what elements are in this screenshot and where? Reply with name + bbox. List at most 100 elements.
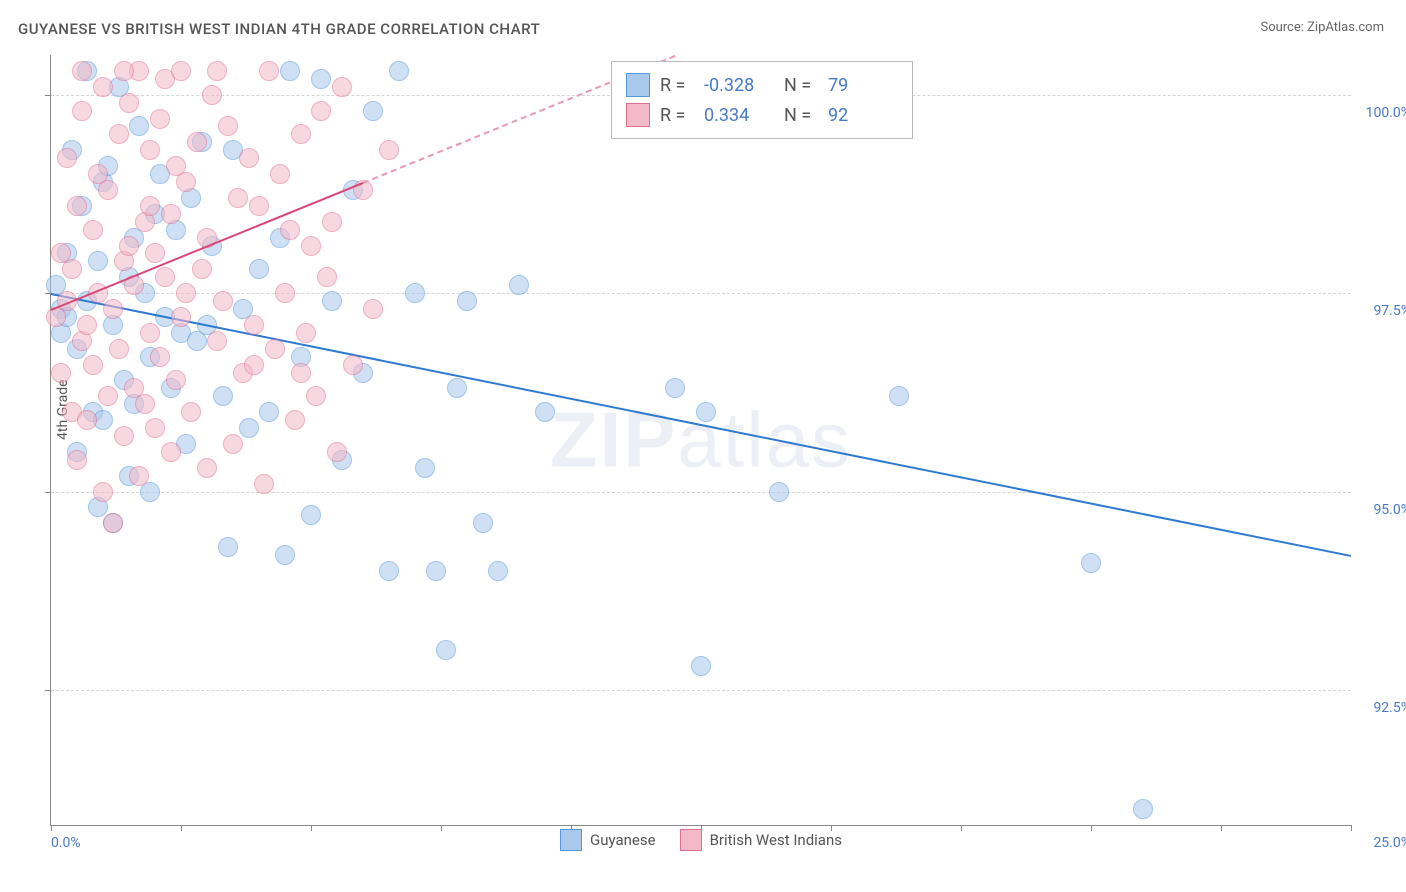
data-point [161,442,181,462]
stats-row: R =-0.328N =79 [626,70,898,100]
data-point [280,61,300,81]
ytick-label: 92.5% [1373,700,1406,716]
data-point [161,204,181,224]
data-point [254,474,274,494]
data-point [171,307,191,327]
data-point [93,482,113,502]
data-point [239,148,259,168]
data-point [363,101,383,121]
series-legend: Guyanese British West Indians [560,829,842,851]
data-point [207,61,227,81]
data-point [447,378,467,398]
data-point [322,291,342,311]
data-point [291,363,311,383]
data-point [426,561,446,581]
data-point [249,196,269,216]
data-point [1081,553,1101,573]
data-point [327,442,347,462]
data-point [145,418,165,438]
xtick [1351,825,1352,831]
gridline [51,492,1351,493]
data-point [296,323,316,343]
data-point [213,386,233,406]
stat-label-r: R = [660,75,694,96]
data-point [301,505,321,525]
ytick-label: 95.0% [1373,502,1406,518]
xtick [311,825,312,831]
data-point [171,61,191,81]
data-point [150,347,170,367]
data-point [135,394,155,414]
data-point [769,482,789,502]
data-point [98,386,118,406]
data-point [379,140,399,160]
ytick-label: 97.5% [1373,303,1406,319]
data-point [389,61,409,81]
data-point [363,299,383,319]
data-point [129,116,149,136]
data-point [457,291,477,311]
data-point [187,132,207,152]
data-point [311,101,331,121]
data-point [275,545,295,565]
stat-value-r: 0.334 [704,105,774,126]
data-point [88,251,108,271]
data-point [72,101,92,121]
data-point [509,275,529,295]
legend-item: British West Indians [680,829,842,851]
data-point [207,331,227,351]
data-point [197,458,217,478]
xtick [51,825,52,831]
data-point [259,61,279,81]
xtick [1221,825,1222,831]
data-point [103,513,123,533]
legend-swatch-icon [680,829,702,851]
data-point [98,180,118,200]
data-point [301,236,321,256]
data-point [244,355,264,375]
data-point [1133,799,1153,819]
data-point [67,450,87,470]
stats-row: R =0.334N =92 [626,100,898,130]
source-link[interactable]: ZipAtlas.com [1307,20,1384,35]
xtick-label-min: 0.0% [51,835,81,851]
stat-label-r: R = [660,105,694,126]
data-point [239,418,259,438]
data-point [145,243,165,263]
data-point [119,236,139,256]
data-point [291,124,311,144]
data-point [213,291,233,311]
data-point [140,140,160,160]
gridline [51,293,1351,294]
data-point [140,196,160,216]
data-point [77,315,97,335]
data-point [270,164,290,184]
data-point [93,77,113,97]
data-point [415,458,435,478]
xtick [1091,825,1092,831]
data-point [67,196,87,216]
data-point [103,299,123,319]
stat-value-n: 92 [828,105,898,126]
stat-value-n: 79 [828,75,898,96]
data-point [192,259,212,279]
data-point [275,283,295,303]
source-attribution: Source: ZipAtlas.com [1260,20,1384,35]
data-point [535,402,555,422]
legend-label: Guyanese [590,831,656,849]
data-point [317,267,337,287]
data-point [83,220,103,240]
data-point [181,402,201,422]
data-point [280,220,300,240]
xtick [441,825,442,831]
data-point [218,537,238,557]
data-point [62,259,82,279]
xtick [961,825,962,831]
data-point [285,410,305,430]
data-point [665,378,685,398]
data-point [72,61,92,81]
data-point [244,315,264,335]
legend-swatch-icon [560,829,582,851]
watermark-bold: ZIP [550,396,677,484]
data-point [889,386,909,406]
